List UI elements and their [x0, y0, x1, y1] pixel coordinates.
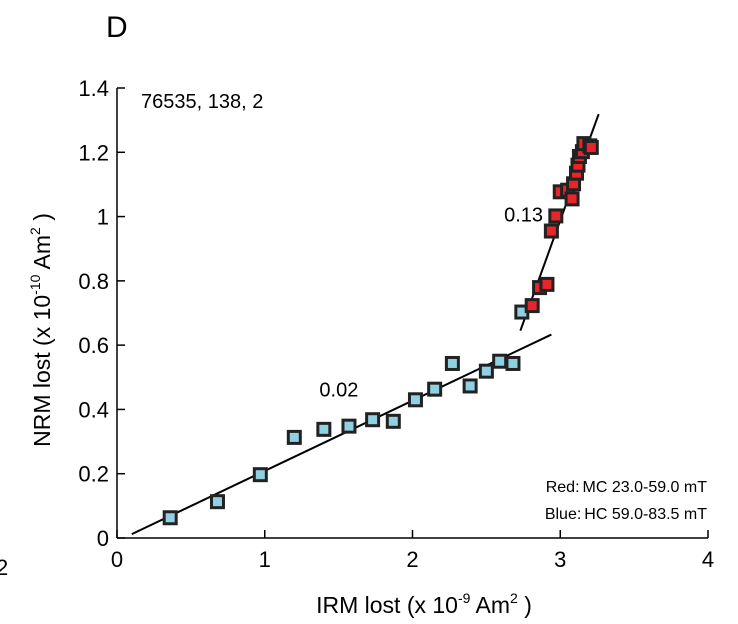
data-point: [444, 355, 460, 371]
plot-area: 0 0.2 0.4 0.6 0.8 1 1.2 1.4 0 1 2 3 4 0.02 0.13: [78, 76, 714, 572]
y-axis-title: NRM lost (x 10-10 Am2 ): [27, 213, 55, 447]
legend-text-red: MC 23.0-59.0 mT: [583, 479, 708, 496]
data-point: [252, 467, 268, 483]
data-point: [539, 276, 555, 292]
x-axis-ticks: 0 1 2 3 4: [111, 530, 714, 572]
data-point: [365, 412, 381, 428]
regression-lines: [131, 113, 600, 536]
x-tick-label: 3: [554, 547, 566, 572]
data-point: [209, 494, 225, 510]
data-point: [548, 208, 564, 224]
y-tick-label: 0.8: [78, 269, 109, 294]
x-axis-title: IRM lost (x 10-9 Am2 ): [316, 590, 532, 618]
data-point: [316, 421, 332, 437]
sample-id-label: 76535, 138, 2: [141, 91, 263, 113]
slope-label: 0.02: [319, 380, 358, 402]
y-tick-label: 0.2: [78, 462, 109, 487]
x-tick-label: 0: [111, 547, 123, 572]
x-axis-title-unit-exponent: 2: [510, 590, 518, 606]
data-point: [462, 378, 478, 394]
y-tick-label: 0: [97, 526, 109, 551]
cut-off-tick-label: 2: [0, 555, 8, 580]
legend-key-red: Red:: [546, 479, 580, 496]
data-point: [543, 223, 559, 239]
slope-annotations: 0.02 0.13: [319, 204, 543, 401]
data-point: [505, 355, 521, 371]
x-axis-title-suffix: ): [518, 592, 532, 618]
y-tick-label: 1.2: [78, 140, 109, 165]
y-axis-title-prefix: NRM lost (x 10: [29, 295, 55, 447]
data-point: [583, 139, 599, 155]
y-tick-label: 0.6: [78, 333, 109, 358]
y-axis-ticks: 0 0.2 0.4 0.6 0.8 1 1.2 1.4: [78, 76, 125, 551]
data-point: [427, 381, 443, 397]
y-axis-title-exponent: -10: [27, 274, 43, 294]
y-axis-title-unit: Am: [29, 235, 55, 275]
data-point: [407, 392, 423, 408]
x-axis-title-prefix: IRM lost (x 10: [316, 592, 458, 618]
y-axis-title-unit-exponent: 2: [27, 227, 43, 235]
x-tick-label: 2: [406, 547, 418, 572]
data-point: [341, 418, 357, 434]
legend: Red: MC 23.0-59.0 mT Blue: HC 59.0-83.5 mT: [545, 479, 707, 523]
data-point: [564, 191, 580, 207]
y-axis-title-suffix: ): [29, 213, 55, 227]
data-point: [162, 510, 178, 526]
data-point: [286, 429, 302, 445]
slope-label: 0.13: [504, 204, 543, 226]
y-tick-label: 1.4: [78, 76, 109, 101]
x-tick-label: 4: [702, 547, 714, 572]
y-tick-label: 1: [97, 205, 109, 230]
legend-entry-blue: Blue: HC 59.0-83.5 mT: [545, 506, 707, 523]
legend-entry-red: Red: MC 23.0-59.0 mT: [546, 479, 708, 496]
panel-label: D: [106, 11, 128, 44]
x-axis-title-unit: Am: [470, 592, 510, 618]
data-points: [162, 136, 599, 526]
legend-text-blue: HC 59.0-83.5 mT: [584, 506, 707, 523]
data-point: [524, 298, 540, 314]
x-tick-label: 1: [259, 547, 271, 572]
data-point: [492, 353, 508, 369]
data-point: [385, 413, 401, 429]
y-tick-label: 0.4: [78, 397, 109, 422]
data-point: [478, 363, 494, 379]
legend-key-blue: Blue:: [545, 506, 581, 523]
x-axis-title-exponent: -9: [458, 590, 471, 606]
